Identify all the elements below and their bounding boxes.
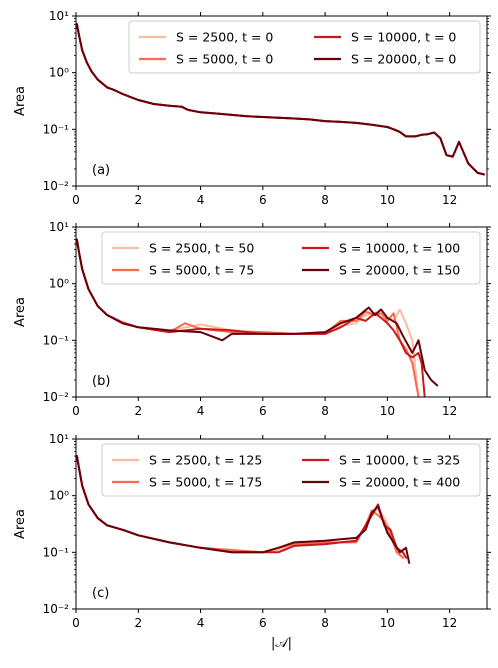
y-tick-label: 10⁻² (43, 179, 70, 193)
panel-label: (a) (92, 163, 110, 178)
legend-label: S = 5000, t = 175 (149, 475, 262, 490)
x-tick-label: 0 (72, 193, 80, 207)
y-tick-label: 10¹ (49, 220, 69, 234)
x-tick-label: 10 (380, 616, 395, 630)
series-line-4 (76, 23, 485, 176)
legend-label: S = 5000, t = 75 (149, 263, 254, 278)
x-tick-label: 12 (442, 616, 457, 630)
x-tick-label: 2 (134, 404, 142, 418)
legend-item: S = 20000, t = 0 (314, 52, 456, 67)
legend-item: S = 2500, t = 50 (112, 241, 254, 256)
y-axis-label: Area (13, 297, 28, 327)
y-tick-label: 10⁰ (49, 66, 69, 80)
y-axis-label: Area (13, 86, 28, 116)
series-group (76, 238, 439, 397)
series-line-4 (76, 238, 439, 387)
legend-label: S = 10000, t = 0 (351, 30, 456, 45)
x-tick-label: 0 (72, 616, 80, 630)
legend-item: S = 2500, t = 0 (139, 30, 273, 45)
y-tick-label: 10⁻¹ (43, 333, 70, 347)
legend-item: S = 10000, t = 325 (302, 453, 460, 468)
panel-3: 0 2 4 6 8 10 12 10⁻² 10⁻¹ 10⁰ 10¹ Area (c) |𝒜| S = 250… (13, 432, 491, 651)
legend-item: S = 5000, t = 0 (139, 52, 273, 67)
legend-label: S = 20000, t = 400 (339, 475, 460, 490)
x-tick-label: 6 (259, 616, 267, 630)
x-tick-label: 8 (321, 193, 329, 207)
legend-item: S = 2500, t = 125 (112, 453, 262, 468)
legend-item: S = 20000, t = 400 (302, 475, 460, 490)
y-tick-label: 10¹ (49, 432, 69, 446)
x-tick-label: 10 (380, 193, 395, 207)
legend-item: S = 5000, t = 75 (112, 263, 254, 278)
x-tick-label: 4 (197, 193, 205, 207)
y-tick-label: 10⁻¹ (43, 122, 70, 136)
panel-1: 0 2 4 6 8 10 12 10⁻² 10⁻¹ 10⁰ 10¹ Area (a) S = 2500, … (13, 9, 491, 207)
x-axis-label: |𝒜| (271, 636, 292, 651)
legend-item: S = 20000, t = 150 (302, 263, 460, 278)
legend-box (101, 443, 481, 497)
series-group (76, 23, 485, 176)
legend-label: S = 10000, t = 100 (339, 241, 460, 256)
legend-label: S = 2500, t = 125 (149, 453, 262, 468)
x-tick-label: 12 (442, 193, 457, 207)
axes-frame (75, 15, 488, 187)
x-tick-label: 0 (72, 404, 80, 418)
panel-label: (b) (92, 374, 110, 389)
x-tick-label: 2 (134, 616, 142, 630)
panel-2: 0 2 4 6 8 10 12 10⁻² 10⁻¹ 10⁰ 10¹ Area (b) S = 2500, … (13, 220, 491, 418)
legend-box (101, 231, 481, 285)
x-tick-label: 6 (259, 404, 267, 418)
y-tick-label: 10⁻² (43, 390, 70, 404)
x-tick-label: 8 (321, 404, 329, 418)
x-tick-label: 12 (442, 404, 457, 418)
legend-label: S = 20000, t = 0 (351, 52, 456, 67)
axes-frame (75, 438, 488, 610)
legend-label: S = 10000, t = 325 (339, 453, 460, 468)
legend-label: S = 20000, t = 150 (339, 263, 460, 278)
series-group (76, 455, 411, 564)
x-tick-label: 10 (380, 404, 395, 418)
legend-item: S = 10000, t = 100 (302, 241, 460, 256)
axes-frame (75, 226, 488, 398)
y-axis-label: Area (13, 509, 28, 539)
legend-label: S = 2500, t = 50 (149, 241, 254, 256)
y-tick-label: 10⁻² (43, 602, 70, 616)
y-tick-label: 10⁰ (49, 277, 69, 291)
panel-label: (c) (92, 586, 109, 601)
series-line-4 (76, 455, 411, 564)
legend-box (128, 20, 481, 74)
x-tick-label: 4 (197, 616, 205, 630)
x-tick-label: 8 (321, 616, 329, 630)
x-tick-label: 6 (259, 193, 267, 207)
legend-label: S = 2500, t = 0 (176, 30, 273, 45)
legend-item: S = 10000, t = 0 (314, 30, 456, 45)
y-tick-label: 10⁰ (49, 489, 69, 503)
legend-item: S = 5000, t = 175 (112, 475, 262, 490)
y-tick-label: 10⁻¹ (43, 545, 70, 559)
x-tick-label: 4 (197, 404, 205, 418)
y-tick-label: 10¹ (49, 9, 69, 23)
x-tick-label: 2 (134, 193, 142, 207)
legend-label: S = 5000, t = 0 (176, 52, 273, 67)
